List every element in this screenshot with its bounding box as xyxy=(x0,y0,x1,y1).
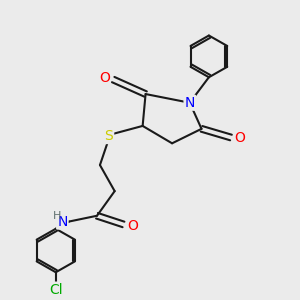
Text: H: H xyxy=(52,211,61,221)
Text: O: O xyxy=(127,219,138,233)
Text: N: N xyxy=(184,96,195,110)
Text: O: O xyxy=(99,71,110,85)
Text: N: N xyxy=(57,214,68,229)
Text: S: S xyxy=(104,129,113,143)
Text: Cl: Cl xyxy=(49,283,63,297)
Text: O: O xyxy=(235,130,245,145)
